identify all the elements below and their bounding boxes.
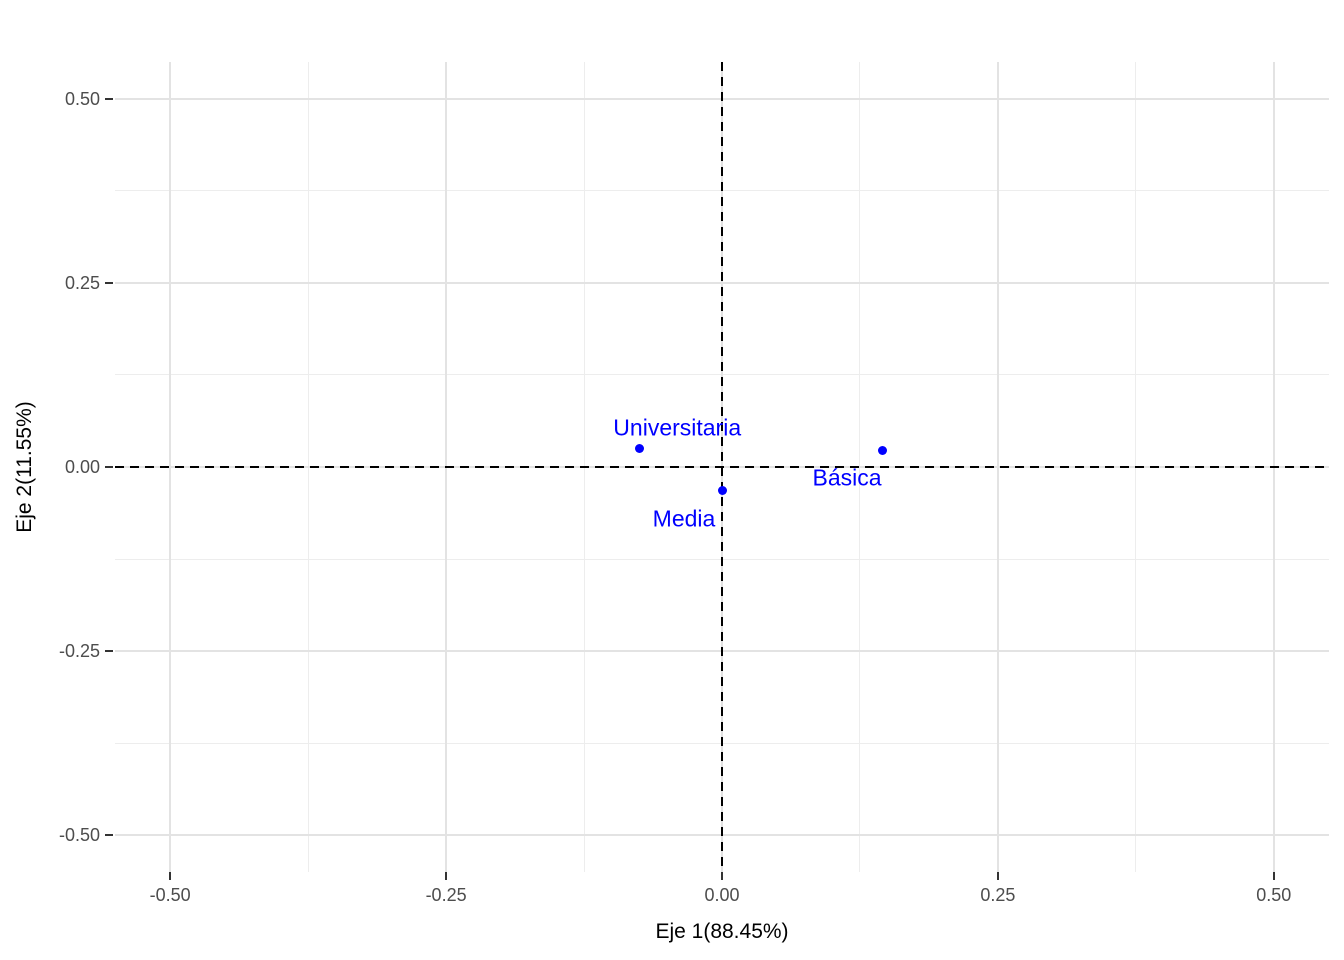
y-tick-label: 0.50 xyxy=(64,88,100,109)
y-axis-tick xyxy=(105,281,113,284)
y-tick-label: 0.25 xyxy=(64,272,100,293)
x-tick-label: -0.50 xyxy=(149,885,191,905)
x-tick-label: 0.25 xyxy=(980,885,1016,905)
data-point-media xyxy=(717,486,727,496)
x-axis-title: Eje 1(88.45%) xyxy=(655,920,789,943)
x-tick-label: 0.00 xyxy=(704,885,740,905)
y-axis-tick xyxy=(105,834,113,837)
y-axis-tick xyxy=(105,97,113,100)
y-axis-tick xyxy=(105,466,113,468)
y-tick-label: 0.00 xyxy=(64,457,100,477)
y-tick-label: -0.25 xyxy=(58,641,100,662)
x-axis-tick xyxy=(1272,872,1275,880)
x-axis-tick xyxy=(721,872,723,880)
x-tick-label: -0.25 xyxy=(425,885,467,905)
x-axis-tick xyxy=(169,872,172,880)
point-label-media: Media xyxy=(652,505,716,532)
y-tick-label: -0.50 xyxy=(58,825,100,846)
x-axis-tick xyxy=(445,872,448,880)
y-axis-title: Eje 2(11.55%) xyxy=(13,401,36,533)
point-label-basica: Básica xyxy=(812,464,882,491)
zero-line-vertical xyxy=(721,62,723,872)
point-label-universitaria: Universitaria xyxy=(613,414,742,441)
y-axis-tick xyxy=(105,650,113,653)
data-point-basica xyxy=(877,445,887,455)
x-tick-label: 0.50 xyxy=(1256,885,1292,905)
data-point-universitaria xyxy=(634,444,644,454)
x-axis-tick xyxy=(996,872,999,880)
